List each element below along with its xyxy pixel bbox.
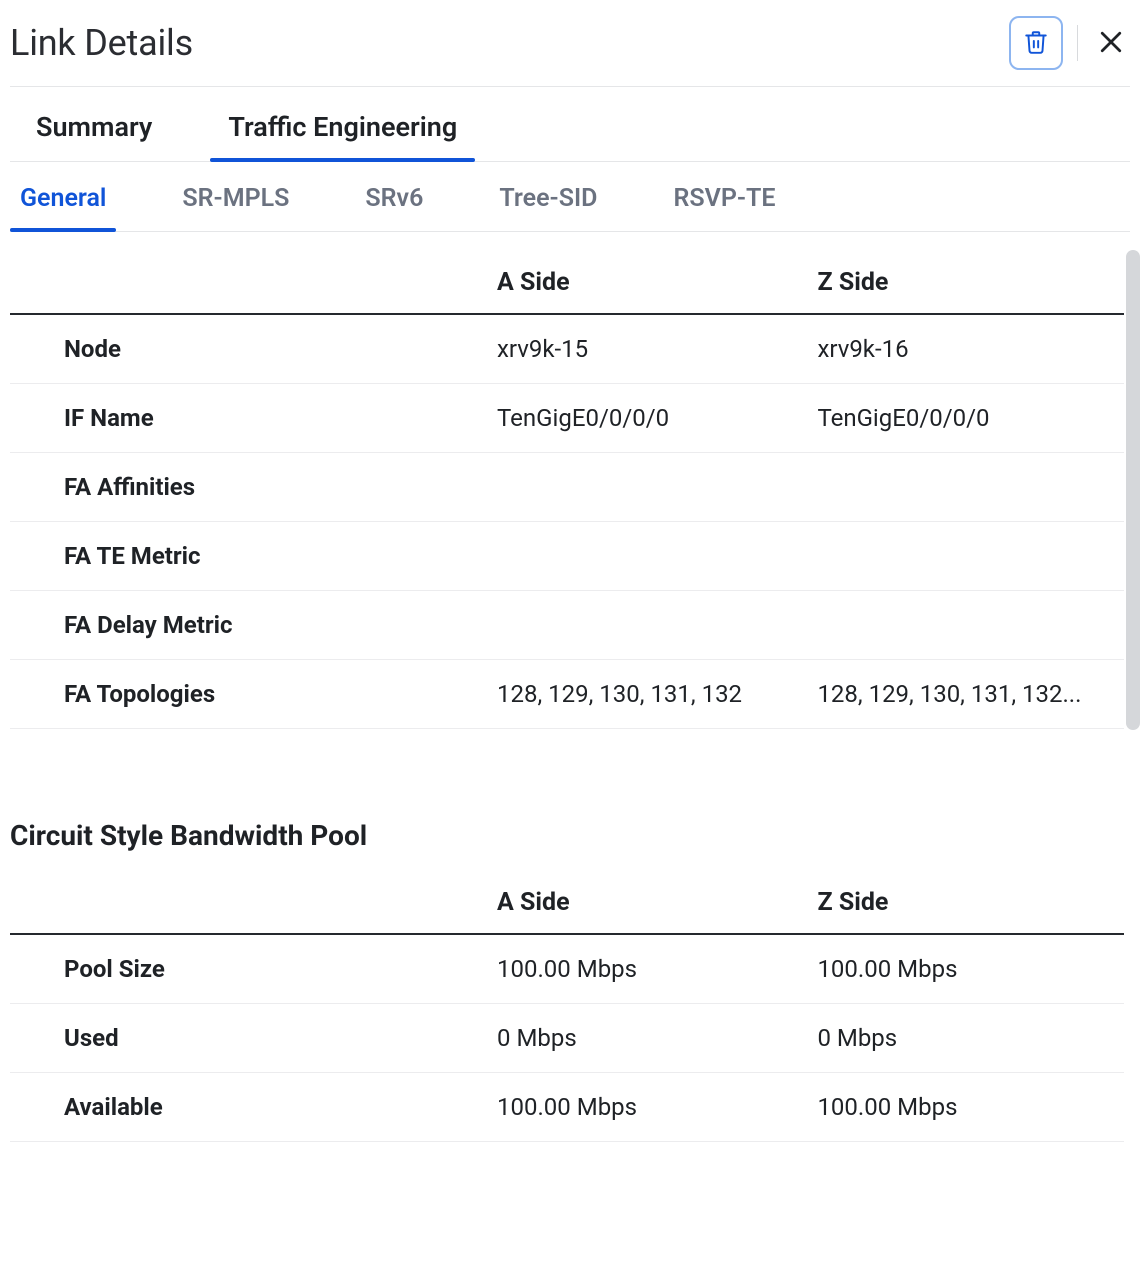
cell-z: xrv9k-16 xyxy=(809,314,1124,384)
cell-a xyxy=(489,522,809,591)
panel-header: Link Details xyxy=(10,10,1130,87)
link-details-panel: Link Details xyxy=(0,0,1140,1276)
col-a-side: A Side xyxy=(489,888,809,934)
content-scroll[interactable]: A Side Z Side Node xrv9k-15 xrv9k-16 IF … xyxy=(10,232,1130,1268)
table-row: Pool Size 100.00 Mbps 100.00 Mbps xyxy=(10,934,1124,1004)
cell-z: 100.00 Mbps xyxy=(809,1073,1124,1142)
cell-z: 0 Mbps xyxy=(809,1004,1124,1073)
cell-a: xrv9k-15 xyxy=(489,314,809,384)
cell-z: TenGigE0/0/0/0 xyxy=(809,384,1124,453)
cell-z: 128, 129, 130, 131, 132... xyxy=(809,660,1124,729)
main-tabs: Summary Traffic Engineering xyxy=(10,87,1130,162)
cell-z: 100.00 Mbps xyxy=(809,934,1124,1004)
row-label: Available xyxy=(10,1073,489,1142)
row-label: Used xyxy=(10,1004,489,1073)
table-row: IF Name TenGigE0/0/0/0 TenGigE0/0/0/0 xyxy=(10,384,1124,453)
row-label: FA Topologies xyxy=(10,660,489,729)
row-label: FA Delay Metric xyxy=(10,591,489,660)
col-empty xyxy=(10,888,489,934)
cell-a xyxy=(489,591,809,660)
table-row: FA TE Metric xyxy=(10,522,1124,591)
subtab-rsvp-te[interactable]: RSVP-TE xyxy=(663,184,785,231)
table-row: Node xrv9k-15 xrv9k-16 xyxy=(10,314,1124,384)
row-label: FA TE Metric xyxy=(10,522,489,591)
col-empty xyxy=(10,268,489,314)
tab-traffic-engineering[interactable]: Traffic Engineering xyxy=(218,111,467,161)
divider xyxy=(1077,25,1078,61)
sub-tabs: General SR-MPLS SRv6 Tree-SID RSVP-TE xyxy=(10,162,1130,232)
table-row: Available 100.00 Mbps 100.00 Mbps xyxy=(10,1073,1124,1142)
scrollbar[interactable] xyxy=(1126,250,1140,730)
cell-a: TenGigE0/0/0/0 xyxy=(489,384,809,453)
cell-z xyxy=(809,522,1124,591)
col-z-side: Z Side xyxy=(809,888,1124,934)
bandwidth-pool-table: A Side Z Side Pool Size 100.00 Mbps 100.… xyxy=(10,888,1124,1142)
table-header-row: A Side Z Side xyxy=(10,888,1124,934)
subtab-srv6[interactable]: SRv6 xyxy=(355,184,433,231)
table-row: FA Delay Metric xyxy=(10,591,1124,660)
subtab-tree-sid[interactable]: Tree-SID xyxy=(489,184,607,231)
row-label: IF Name xyxy=(10,384,489,453)
table-row: Used 0 Mbps 0 Mbps xyxy=(10,1004,1124,1073)
subtab-sr-mpls[interactable]: SR-MPLS xyxy=(172,184,299,231)
col-a-side: A Side xyxy=(489,268,809,314)
row-label: FA Affinities xyxy=(10,453,489,522)
cell-a: 0 Mbps xyxy=(489,1004,809,1073)
trash-icon xyxy=(1023,29,1049,58)
cell-a: 128, 129, 130, 131, 132 xyxy=(489,660,809,729)
close-icon xyxy=(1096,27,1126,60)
cell-a xyxy=(489,453,809,522)
subtab-general[interactable]: General xyxy=(10,184,116,231)
cell-z xyxy=(809,591,1124,660)
section-title-bandwidth-pool: Circuit Style Bandwidth Pool xyxy=(10,819,1124,852)
tab-summary[interactable]: Summary xyxy=(26,111,162,161)
row-label: Node xyxy=(10,314,489,384)
cell-z xyxy=(809,453,1124,522)
col-z-side: Z Side xyxy=(809,268,1124,314)
cell-a: 100.00 Mbps xyxy=(489,934,809,1004)
delete-button[interactable] xyxy=(1009,16,1063,70)
table-row: FA Affinities xyxy=(10,453,1124,522)
close-button[interactable] xyxy=(1092,24,1130,62)
table-header-row: A Side Z Side xyxy=(10,268,1124,314)
row-label: Pool Size xyxy=(10,934,489,1004)
general-table: A Side Z Side Node xrv9k-15 xrv9k-16 IF … xyxy=(10,268,1124,729)
page-title: Link Details xyxy=(10,22,193,64)
header-actions xyxy=(1009,16,1130,70)
table-row: FA Topologies 128, 129, 130, 131, 132 12… xyxy=(10,660,1124,729)
cell-a: 100.00 Mbps xyxy=(489,1073,809,1142)
